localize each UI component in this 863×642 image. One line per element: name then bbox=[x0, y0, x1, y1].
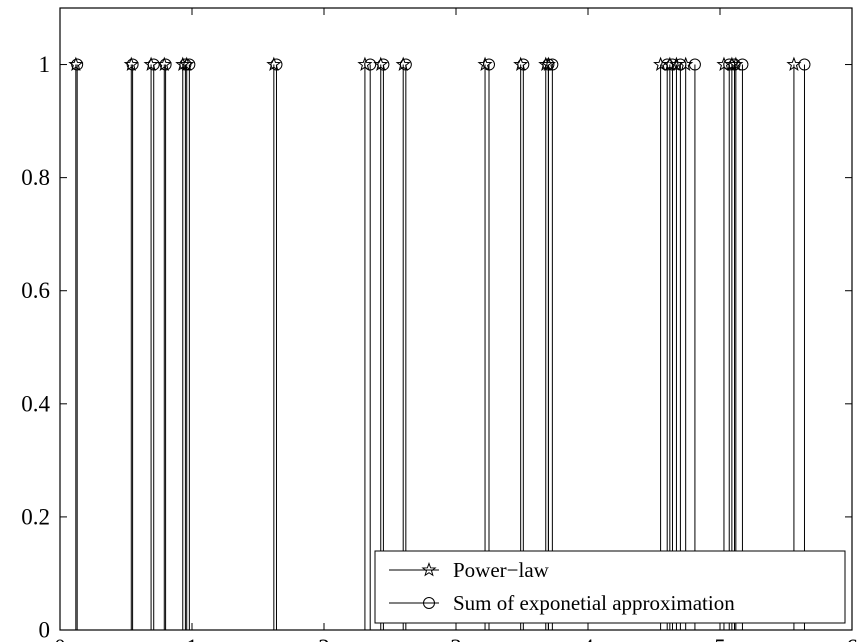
power-law-star-marker bbox=[123, 56, 139, 71]
x-tick-label: 1 bbox=[186, 635, 198, 642]
exp-approx-circle-marker bbox=[542, 58, 555, 71]
exp-approx-circle-marker bbox=[546, 58, 559, 71]
legend-box bbox=[374, 550, 846, 624]
exp-approx-circle-marker bbox=[147, 58, 160, 71]
power-law-star-marker bbox=[728, 56, 744, 71]
exp-approx-circle-marker bbox=[179, 58, 192, 71]
y-tick-label: 0 bbox=[39, 618, 51, 642]
exp-approx-circle-marker bbox=[798, 58, 811, 71]
exp-approx-circle-marker bbox=[377, 58, 390, 71]
power-law-star-marker bbox=[175, 56, 191, 71]
exp-approx-circle-marker bbox=[674, 58, 687, 71]
legend-label: Power−law bbox=[453, 558, 550, 582]
plot-area bbox=[60, 8, 852, 630]
y-tick-label: 0.8 bbox=[21, 165, 50, 190]
legend-circle-marker bbox=[423, 597, 435, 609]
ticks-layer: 0 1 2 3 4 5 6 0 0.2 0.4 0.6 0.8 1 bbox=[21, 8, 858, 642]
exp-approx-circle-marker bbox=[159, 58, 172, 71]
power-law-star-marker bbox=[373, 56, 389, 71]
y-tick-label: 0.4 bbox=[21, 391, 50, 416]
power-law-star-marker bbox=[724, 56, 740, 71]
legend-label: Sum of exponetial approximation bbox=[453, 591, 735, 615]
power-law-star-marker bbox=[143, 56, 159, 71]
exp-approx-circle-marker bbox=[483, 58, 495, 71]
exp-approx-circle-marker bbox=[399, 58, 412, 71]
exp-approx-circle-marker bbox=[364, 58, 377, 71]
x-tick-label: 2 bbox=[318, 635, 330, 642]
x-tick-label: 0 bbox=[54, 635, 66, 642]
exp-approx-circle-marker bbox=[183, 58, 196, 71]
exp-approx-circle-marker bbox=[517, 58, 530, 71]
x-tick-label: 4 bbox=[582, 635, 594, 642]
power-law-star-marker bbox=[786, 56, 802, 71]
exp-approx-circle-marker bbox=[723, 58, 736, 71]
power-law-star-marker bbox=[477, 56, 493, 71]
power-law-star-marker bbox=[179, 56, 195, 71]
markers-layer bbox=[68, 56, 811, 71]
exp-approx-circle-marker bbox=[736, 58, 749, 71]
power-law-star-marker bbox=[395, 56, 411, 71]
exp-approx-circle-marker bbox=[661, 58, 674, 71]
x-tick-label: 6 bbox=[846, 635, 858, 642]
y-tick-label: 0.6 bbox=[21, 278, 50, 303]
power-law-star-marker bbox=[156, 56, 172, 71]
legend: Power−law Sum of exponetial approximation bbox=[374, 550, 846, 624]
exp-approx-circle-marker bbox=[71, 58, 84, 71]
x-tick-label: 5 bbox=[714, 635, 726, 642]
y-tick-label: 0.2 bbox=[21, 504, 50, 529]
power-law-star-marker bbox=[68, 56, 84, 71]
power-law-star-marker bbox=[266, 56, 282, 71]
y-tick-label: 1 bbox=[39, 52, 51, 77]
exp-approx-circle-marker bbox=[688, 58, 701, 71]
legend-star-marker bbox=[421, 562, 437, 577]
exp-approx-circle-marker bbox=[270, 58, 283, 71]
x-tick-label: 3 bbox=[450, 635, 462, 642]
exp-approx-circle-marker bbox=[728, 58, 741, 71]
stems-layer bbox=[75, 64, 805, 630]
power-law-star-marker bbox=[513, 56, 529, 71]
exp-approx-circle-marker bbox=[126, 58, 139, 71]
exp-approx-circle-marker bbox=[666, 58, 679, 71]
